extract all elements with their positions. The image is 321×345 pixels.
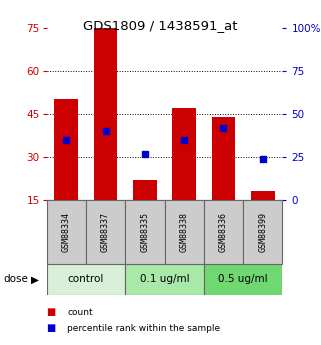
Text: GSM88335: GSM88335 bbox=[140, 212, 149, 252]
Bar bbox=[47, 264, 125, 295]
Bar bbox=[204, 264, 282, 295]
Text: ▶: ▶ bbox=[30, 275, 39, 284]
Text: GSM88334: GSM88334 bbox=[62, 212, 71, 252]
Bar bbox=[54, 99, 78, 200]
Text: dose: dose bbox=[3, 275, 28, 284]
Bar bbox=[133, 180, 157, 200]
Bar bbox=[125, 200, 164, 264]
Bar bbox=[125, 264, 204, 295]
Bar bbox=[164, 200, 204, 264]
Text: GSM88399: GSM88399 bbox=[258, 212, 267, 252]
Text: count: count bbox=[67, 308, 93, 317]
Text: 0.5 ug/ml: 0.5 ug/ml bbox=[218, 275, 268, 284]
Bar bbox=[86, 200, 125, 264]
Text: percentile rank within the sample: percentile rank within the sample bbox=[67, 324, 221, 333]
Text: GSM88337: GSM88337 bbox=[101, 212, 110, 252]
Text: ■: ■ bbox=[47, 324, 56, 333]
Text: ■: ■ bbox=[47, 307, 56, 317]
Bar bbox=[47, 200, 86, 264]
Bar bbox=[243, 200, 282, 264]
Text: control: control bbox=[68, 275, 104, 284]
Text: GSM88338: GSM88338 bbox=[180, 212, 189, 252]
Bar bbox=[204, 200, 243, 264]
Bar bbox=[212, 117, 235, 200]
Bar bbox=[172, 108, 196, 200]
Bar bbox=[94, 28, 117, 200]
Bar bbox=[251, 191, 275, 200]
Text: GDS1809 / 1438591_at: GDS1809 / 1438591_at bbox=[83, 19, 238, 32]
Text: 0.1 ug/ml: 0.1 ug/ml bbox=[140, 275, 189, 284]
Text: GSM88336: GSM88336 bbox=[219, 212, 228, 252]
